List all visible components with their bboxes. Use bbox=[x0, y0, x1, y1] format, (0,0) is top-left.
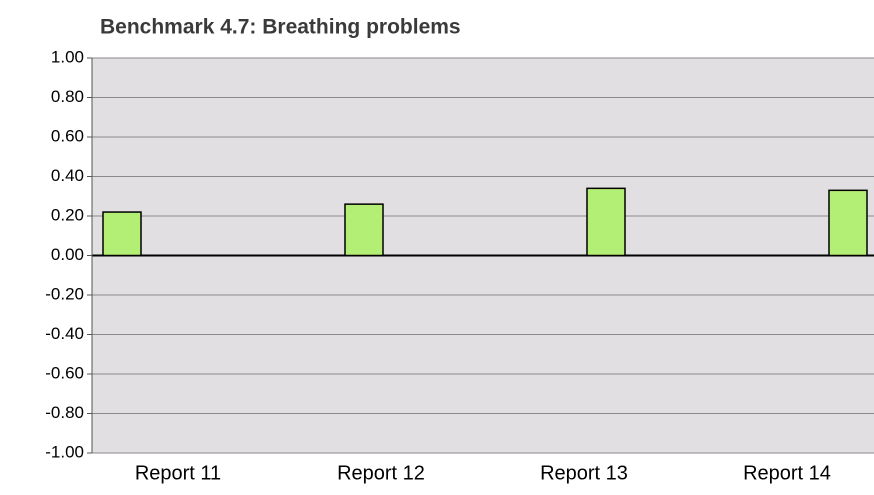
y-tick-label: -0.60 bbox=[45, 363, 84, 382]
chart-title: Benchmark 4.7: Breathing problems bbox=[100, 16, 461, 39]
x-tick-label: Report 11 bbox=[135, 462, 221, 484]
y-tick-label: 0.60 bbox=[51, 126, 84, 145]
y-tick-label: 0.20 bbox=[51, 205, 84, 224]
y-tick-label: -1.00 bbox=[45, 442, 84, 461]
x-tick-label: Report 12 bbox=[337, 462, 425, 484]
y-tick-label: 0.80 bbox=[51, 87, 84, 106]
y-tick-label: 0.00 bbox=[51, 245, 84, 264]
y-tick-label: -0.20 bbox=[45, 284, 84, 303]
x-tick-label: Report 14 bbox=[743, 462, 831, 484]
y-tick-label: -0.40 bbox=[45, 324, 84, 343]
y-tick-label: 0.40 bbox=[51, 166, 84, 185]
y-tick-label: 1.00 bbox=[51, 47, 84, 66]
bar bbox=[586, 187, 626, 257]
bar bbox=[828, 189, 868, 257]
bar bbox=[102, 211, 142, 257]
x-tick-label: Report 13 bbox=[540, 462, 628, 484]
y-tick-label: -0.80 bbox=[45, 403, 84, 422]
bar bbox=[344, 203, 384, 257]
